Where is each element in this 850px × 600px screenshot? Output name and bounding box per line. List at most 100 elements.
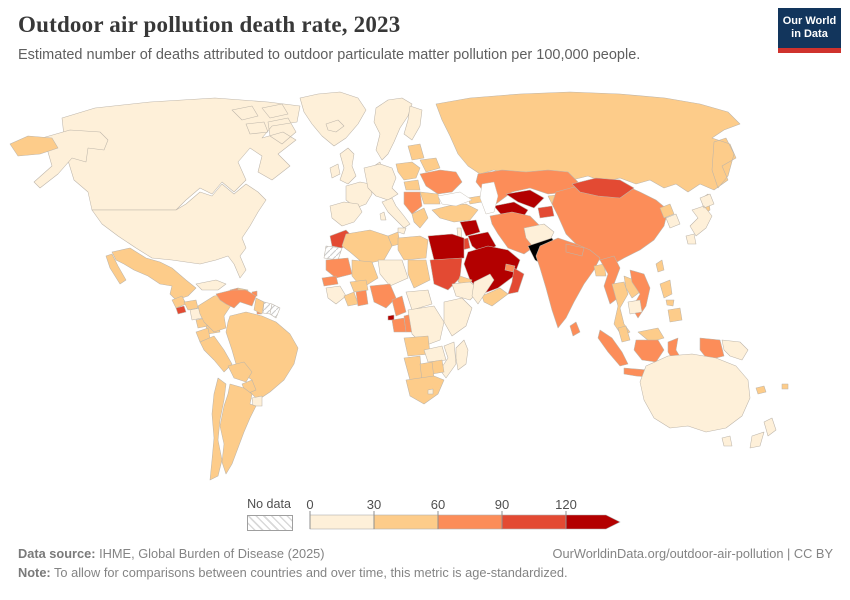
legend-bin-90-120[interactable] bbox=[501, 514, 567, 530]
country-greenland[interactable] bbox=[299, 91, 367, 147]
country-new-caledonia[interactable] bbox=[755, 385, 767, 395]
country-lesotho[interactable] bbox=[427, 388, 434, 395]
country-iberia[interactable] bbox=[329, 201, 363, 227]
country-libya[interactable] bbox=[397, 235, 429, 261]
country-honduras[interactable] bbox=[183, 299, 199, 311]
legend-bin-120-plus[interactable] bbox=[565, 514, 621, 530]
country-el-salvador[interactable] bbox=[175, 305, 187, 315]
footer-source-row: OurWorldinData.org/outdoor-air-pollution… bbox=[18, 546, 833, 561]
country-zambia[interactable] bbox=[423, 345, 447, 363]
country-sri-lanka[interactable] bbox=[569, 321, 581, 337]
country-peru[interactable] bbox=[199, 335, 233, 373]
country-india[interactable] bbox=[535, 237, 601, 329]
country-fiji[interactable] bbox=[781, 383, 789, 390]
country-dr-congo[interactable] bbox=[407, 305, 445, 347]
world-map bbox=[9, 91, 789, 481]
country-taiwan[interactable] bbox=[655, 259, 665, 273]
country-cameroon[interactable] bbox=[391, 295, 407, 317]
legend-no-data-swatch[interactable] bbox=[247, 515, 293, 531]
country-uae[interactable] bbox=[504, 263, 516, 273]
country-turkey[interactable] bbox=[431, 203, 479, 223]
country-iceland[interactable] bbox=[325, 119, 345, 133]
country-cote-divoire[interactable] bbox=[343, 291, 359, 307]
country-central-african-republic[interactable] bbox=[405, 289, 433, 311]
owid-logo[interactable]: Our World in Data bbox=[778, 8, 841, 53]
country-ghana[interactable] bbox=[355, 289, 369, 307]
country-australia[interactable] bbox=[639, 353, 751, 447]
country-central-europe[interactable] bbox=[363, 163, 399, 201]
country-uzbekistan[interactable] bbox=[505, 189, 545, 209]
country-gabon[interactable] bbox=[391, 317, 407, 333]
country-mauritania[interactable] bbox=[325, 257, 353, 279]
country-new-zealand[interactable] bbox=[749, 417, 777, 449]
country-bolivia[interactable] bbox=[227, 361, 253, 383]
country-belarus[interactable] bbox=[419, 157, 441, 173]
country-hungary-slovakia[interactable] bbox=[403, 179, 421, 191]
country-somalia[interactable] bbox=[471, 273, 495, 305]
legend-tick-120: 120 bbox=[555, 497, 577, 512]
country-nigeria[interactable] bbox=[369, 283, 397, 309]
country-nepal[interactable] bbox=[565, 243, 585, 257]
country-mongolia[interactable] bbox=[571, 177, 635, 199]
country-tajikistan[interactable] bbox=[537, 205, 555, 219]
legend-tick-marks bbox=[309, 511, 567, 529]
country-south-korea[interactable] bbox=[665, 213, 681, 229]
country-bangladesh[interactable] bbox=[593, 263, 607, 277]
country-france[interactable] bbox=[345, 181, 373, 209]
country-french-guiana[interactable] bbox=[269, 303, 281, 319]
country-egypt[interactable] bbox=[427, 233, 465, 261]
country-chile[interactable] bbox=[209, 377, 227, 481]
country-papua-new-guinea[interactable] bbox=[721, 339, 749, 361]
country-poland[interactable] bbox=[395, 161, 421, 181]
country-east-africa[interactable] bbox=[443, 297, 473, 337]
country-romania[interactable] bbox=[419, 191, 441, 205]
country-canada[interactable] bbox=[61, 97, 301, 211]
country-equatorial-guinea[interactable] bbox=[387, 314, 395, 321]
country-uruguay[interactable] bbox=[251, 395, 263, 407]
country-philippines[interactable] bbox=[659, 279, 683, 323]
country-cuba[interactable] bbox=[195, 279, 227, 291]
country-burkina-faso[interactable] bbox=[349, 279, 369, 293]
country-south-africa[interactable] bbox=[405, 375, 445, 405]
legend-bin-30-60[interactable] bbox=[373, 514, 439, 530]
country-senegal[interactable] bbox=[321, 275, 339, 287]
country-finland[interactable] bbox=[403, 105, 423, 141]
country-venezuela[interactable] bbox=[215, 289, 257, 309]
country-brazil[interactable] bbox=[225, 311, 299, 401]
legend-tick-90: 90 bbox=[494, 497, 510, 512]
country-balkans[interactable] bbox=[403, 191, 423, 215]
country-namibia[interactable] bbox=[403, 355, 423, 381]
legend-bin-0-30[interactable] bbox=[309, 514, 375, 530]
country-cambodia[interactable] bbox=[627, 299, 643, 315]
country-algeria[interactable] bbox=[341, 229, 393, 265]
country-north-korea[interactable] bbox=[659, 203, 675, 219]
country-united-kingdom[interactable] bbox=[339, 147, 357, 185]
country-guyana[interactable] bbox=[253, 297, 265, 315]
country-scandinavia[interactable] bbox=[373, 97, 413, 161]
footer-link[interactable]: OurWorldinData.org/outdoor-air-pollution… bbox=[552, 546, 833, 561]
country-usa[interactable] bbox=[33, 129, 267, 279]
legend-no-data-label: No data bbox=[247, 497, 291, 511]
country-japan[interactable] bbox=[685, 193, 715, 245]
country-ireland[interactable] bbox=[329, 163, 341, 179]
country-madagascar[interactable] bbox=[455, 339, 469, 371]
country-baltics[interactable] bbox=[407, 143, 425, 161]
country-niger[interactable] bbox=[377, 259, 409, 287]
country-argentina[interactable] bbox=[219, 383, 257, 475]
country-italy[interactable] bbox=[379, 197, 411, 235]
country-guinea-region[interactable] bbox=[325, 285, 347, 305]
country-oman[interactable] bbox=[507, 267, 525, 295]
country-ukraine[interactable] bbox=[419, 169, 463, 195]
footer-note-row: Note: To allow for comparisons between c… bbox=[18, 565, 833, 580]
legend-bin-60-90[interactable] bbox=[437, 514, 503, 530]
country-syria[interactable] bbox=[459, 219, 481, 237]
footer-note-label: Note: bbox=[18, 565, 51, 580]
country-greece[interactable] bbox=[411, 207, 429, 229]
country-western-sahara[interactable] bbox=[323, 245, 343, 261]
legend-tick-60: 60 bbox=[430, 497, 446, 512]
country-mozambique[interactable] bbox=[439, 341, 457, 379]
country-russia-wrap[interactable] bbox=[9, 135, 59, 157]
country-chad[interactable] bbox=[407, 259, 431, 289]
country-yemen[interactable] bbox=[481, 287, 509, 307]
country-malaysia[interactable] bbox=[617, 325, 665, 343]
